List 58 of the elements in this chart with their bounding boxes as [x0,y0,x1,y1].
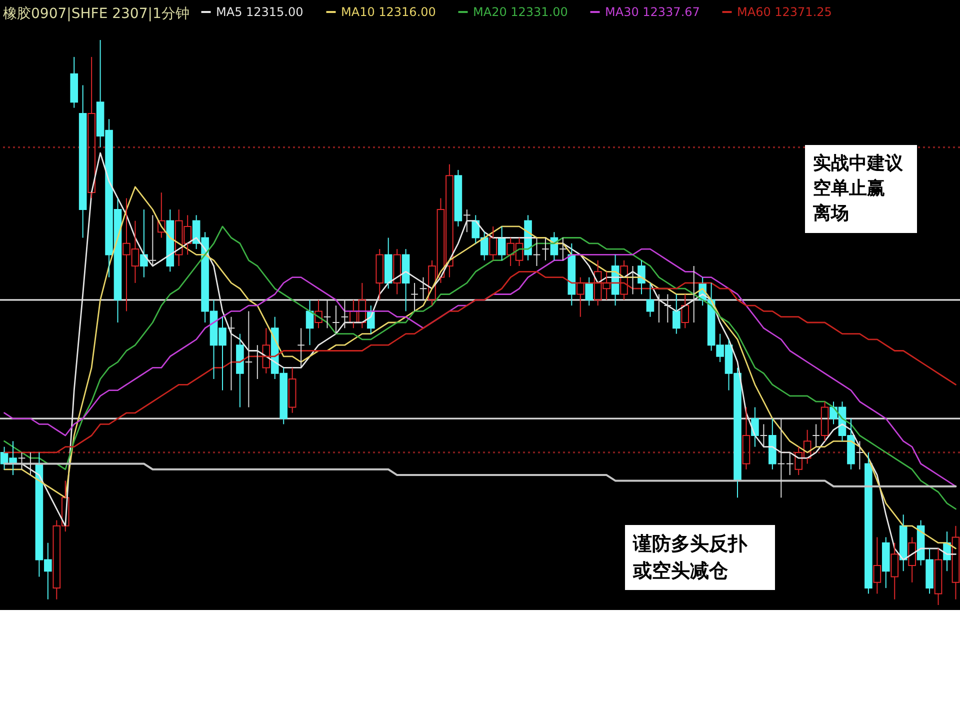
candlestick [681,294,690,329]
candlestick [820,401,829,442]
candlestick [934,548,942,606]
candlestick [786,452,794,476]
candlestick [314,299,322,329]
chart-title: 橡胶0907|SHFE 2307|1分钟 [3,6,190,23]
candlestick [489,226,497,261]
candlestick [166,209,174,272]
candlestick [463,209,471,233]
candlestick [646,282,654,318]
candlestick [812,424,820,448]
candlestick [306,299,314,346]
candlestick [751,406,759,448]
candlestick [532,237,541,266]
candlestick [148,214,157,266]
candlestick [297,328,305,368]
legend-label: MA10 12316.00 [341,5,436,19]
candlestick [140,209,148,278]
legend-label: MA30 12337.67 [605,5,700,19]
candlestick [384,237,392,290]
candlestick [402,248,410,312]
candlestick [88,56,96,199]
candlestick [890,542,899,600]
candlestick [157,192,166,238]
candlestick [227,316,236,391]
candlestick [542,237,550,261]
candlestick [672,294,680,334]
candlestick [585,276,594,306]
candlestick [856,440,864,470]
legend-label: MA5 12315.00 [216,5,304,19]
candlestick [454,169,462,227]
annotation: 谨防多头反扑或空头减仓 [633,532,748,584]
annotation: 实战中建议空单止赢离场 [813,152,904,226]
candlestick [262,328,270,374]
candlestick [742,406,750,470]
candlestick [952,525,960,600]
candlestick [236,333,244,408]
candlestick [576,276,584,318]
candlestick [899,514,908,572]
candlestick [332,305,340,334]
legend-label: MA20 12331.00 [473,5,568,19]
candlestick [768,418,776,470]
legend-label: MA60 12371.25 [737,5,832,19]
candlestick [70,56,78,108]
candlestick [393,248,401,295]
candlestick [568,242,576,306]
candlestick [18,452,26,470]
candlestick [873,536,882,594]
candlestick [620,260,628,300]
candlestick [376,248,384,300]
candlestick [864,452,872,594]
candlestick [78,84,87,238]
candlestick [288,367,296,414]
candlestick [244,310,253,408]
candlestick [908,536,916,583]
candlestick [559,237,567,261]
candlestick [760,424,768,448]
candlestick [882,536,890,589]
